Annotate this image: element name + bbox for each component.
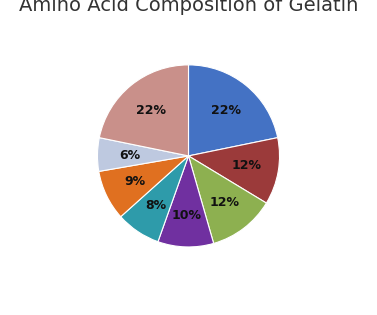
Text: 22%: 22% bbox=[211, 104, 241, 117]
Text: 9%: 9% bbox=[125, 175, 146, 188]
Wedge shape bbox=[188, 65, 278, 156]
Text: 6%: 6% bbox=[119, 148, 140, 162]
Wedge shape bbox=[121, 156, 188, 242]
Text: 10%: 10% bbox=[172, 209, 202, 221]
Text: 12%: 12% bbox=[210, 197, 239, 209]
Title: Amino Acid Composition of Gelatin: Amino Acid Composition of Gelatin bbox=[19, 0, 358, 15]
Text: 22%: 22% bbox=[136, 104, 166, 117]
Text: 8%: 8% bbox=[145, 198, 166, 212]
Text: 12%: 12% bbox=[232, 159, 262, 173]
Wedge shape bbox=[158, 156, 214, 247]
Wedge shape bbox=[188, 138, 279, 203]
Wedge shape bbox=[99, 156, 188, 217]
Wedge shape bbox=[98, 138, 188, 171]
Wedge shape bbox=[99, 65, 188, 156]
Wedge shape bbox=[188, 156, 267, 243]
